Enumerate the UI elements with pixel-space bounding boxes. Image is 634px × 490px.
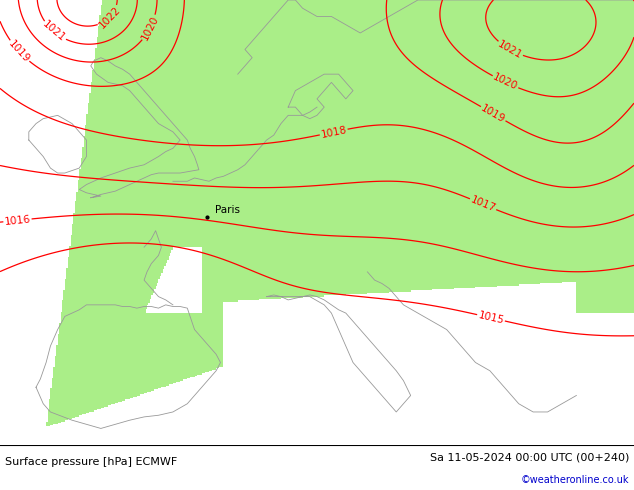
Text: 1017: 1017 [469,195,497,214]
Text: 1022: 1022 [97,4,122,30]
Text: 1021: 1021 [496,39,524,60]
Text: 1019: 1019 [479,103,507,124]
Text: 1020: 1020 [139,14,160,42]
Text: 1019: 1019 [6,38,32,65]
Text: Sa 11-05-2024 00:00 UTC (00+240): Sa 11-05-2024 00:00 UTC (00+240) [430,453,629,463]
Text: 1021: 1021 [41,19,67,44]
Text: Surface pressure [hPa] ECMWF: Surface pressure [hPa] ECMWF [5,457,178,467]
Text: 1015: 1015 [477,310,505,326]
Text: 1016: 1016 [4,214,31,227]
Text: ©weatheronline.co.uk: ©weatheronline.co.uk [521,475,629,485]
Text: 1018: 1018 [320,124,347,140]
Text: Paris: Paris [216,205,240,216]
Text: 1020: 1020 [491,72,519,92]
